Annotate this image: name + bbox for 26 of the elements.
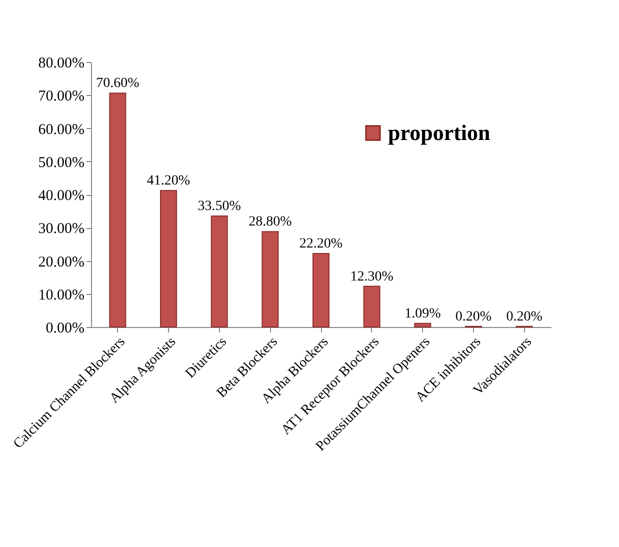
bar: [160, 190, 178, 328]
y-tick-label: 10.00%: [38, 287, 84, 304]
data-label: 1.09%: [404, 306, 442, 322]
data-label: 33.50%: [198, 199, 242, 214]
y-tick-label: 50.00%: [38, 154, 84, 171]
y-tick-label: 40.00%: [38, 188, 84, 204]
bar: [312, 252, 330, 328]
data-label: 28.80%: [248, 214, 292, 230]
y-tick-label: 0.00%: [46, 320, 84, 336]
y-tick-label: 20.00%: [38, 254, 84, 270]
y-tick-label: 80.00%: [38, 56, 84, 72]
data-label: 0.20%: [455, 309, 492, 324]
bar: [414, 322, 432, 328]
data-label: 0.20%: [506, 309, 543, 324]
y-tick-label: 60.00%: [38, 122, 84, 138]
y-tick-label: 70.00%: [38, 88, 84, 105]
bar: [363, 286, 380, 328]
bar: [210, 216, 228, 328]
data-label: 12.30%: [350, 269, 394, 284]
data-label: 70.60%: [96, 76, 140, 92]
bar: [262, 231, 279, 328]
bar: [109, 92, 126, 328]
y-tick-label: 30.00%: [38, 221, 84, 238]
data-label: 22.20%: [299, 236, 343, 252]
legend-label: proportion: [388, 120, 490, 145]
data-label: 41.20%: [146, 174, 190, 189]
